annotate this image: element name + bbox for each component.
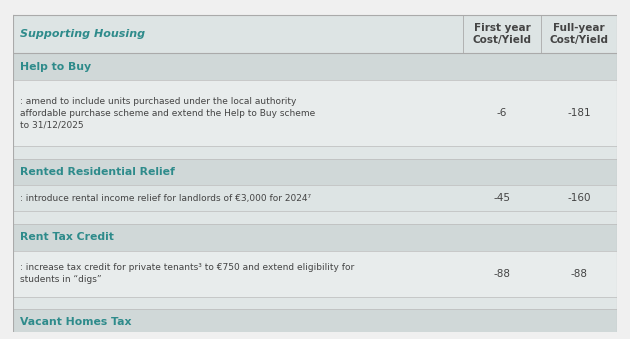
Text: : increase tax credit for private tenants³ to €750 and extend eligibility for
st: : increase tax credit for private tenant…: [20, 263, 354, 284]
Text: Rent Tax Credit: Rent Tax Credit: [20, 232, 114, 242]
Text: Vacant Homes Tax: Vacant Homes Tax: [20, 317, 132, 327]
Text: -181: -181: [567, 108, 591, 118]
Text: -160: -160: [567, 194, 591, 203]
Text: -88: -88: [493, 268, 510, 279]
Text: Help to Buy: Help to Buy: [20, 62, 91, 72]
Bar: [13, 251, 617, 297]
Text: Full-year
Cost/Yield: Full-year Cost/Yield: [549, 23, 609, 45]
Bar: [13, 212, 617, 224]
Text: -45: -45: [493, 194, 510, 203]
Bar: [13, 53, 617, 80]
Bar: [13, 297, 617, 309]
Bar: [13, 336, 617, 339]
Text: -6: -6: [496, 108, 507, 118]
Text: : introduce rental income relief for landlords of €3,000 for 2024⁷: : introduce rental income relief for lan…: [20, 194, 311, 203]
Text: : amend to include units purchased under the local authority
affordable purchase: : amend to include units purchased under…: [20, 97, 315, 129]
Bar: [13, 15, 617, 53]
Bar: [13, 159, 617, 185]
Bar: [13, 309, 617, 336]
Bar: [13, 80, 617, 146]
Text: First year
Cost/Yield: First year Cost/Yield: [472, 23, 531, 45]
Bar: [13, 224, 617, 251]
Bar: [13, 185, 617, 212]
Text: Supporting Housing: Supporting Housing: [20, 29, 145, 39]
Text: Rented Residential Relief: Rented Residential Relief: [20, 167, 175, 177]
Text: -88: -88: [571, 268, 588, 279]
Bar: [13, 146, 617, 159]
